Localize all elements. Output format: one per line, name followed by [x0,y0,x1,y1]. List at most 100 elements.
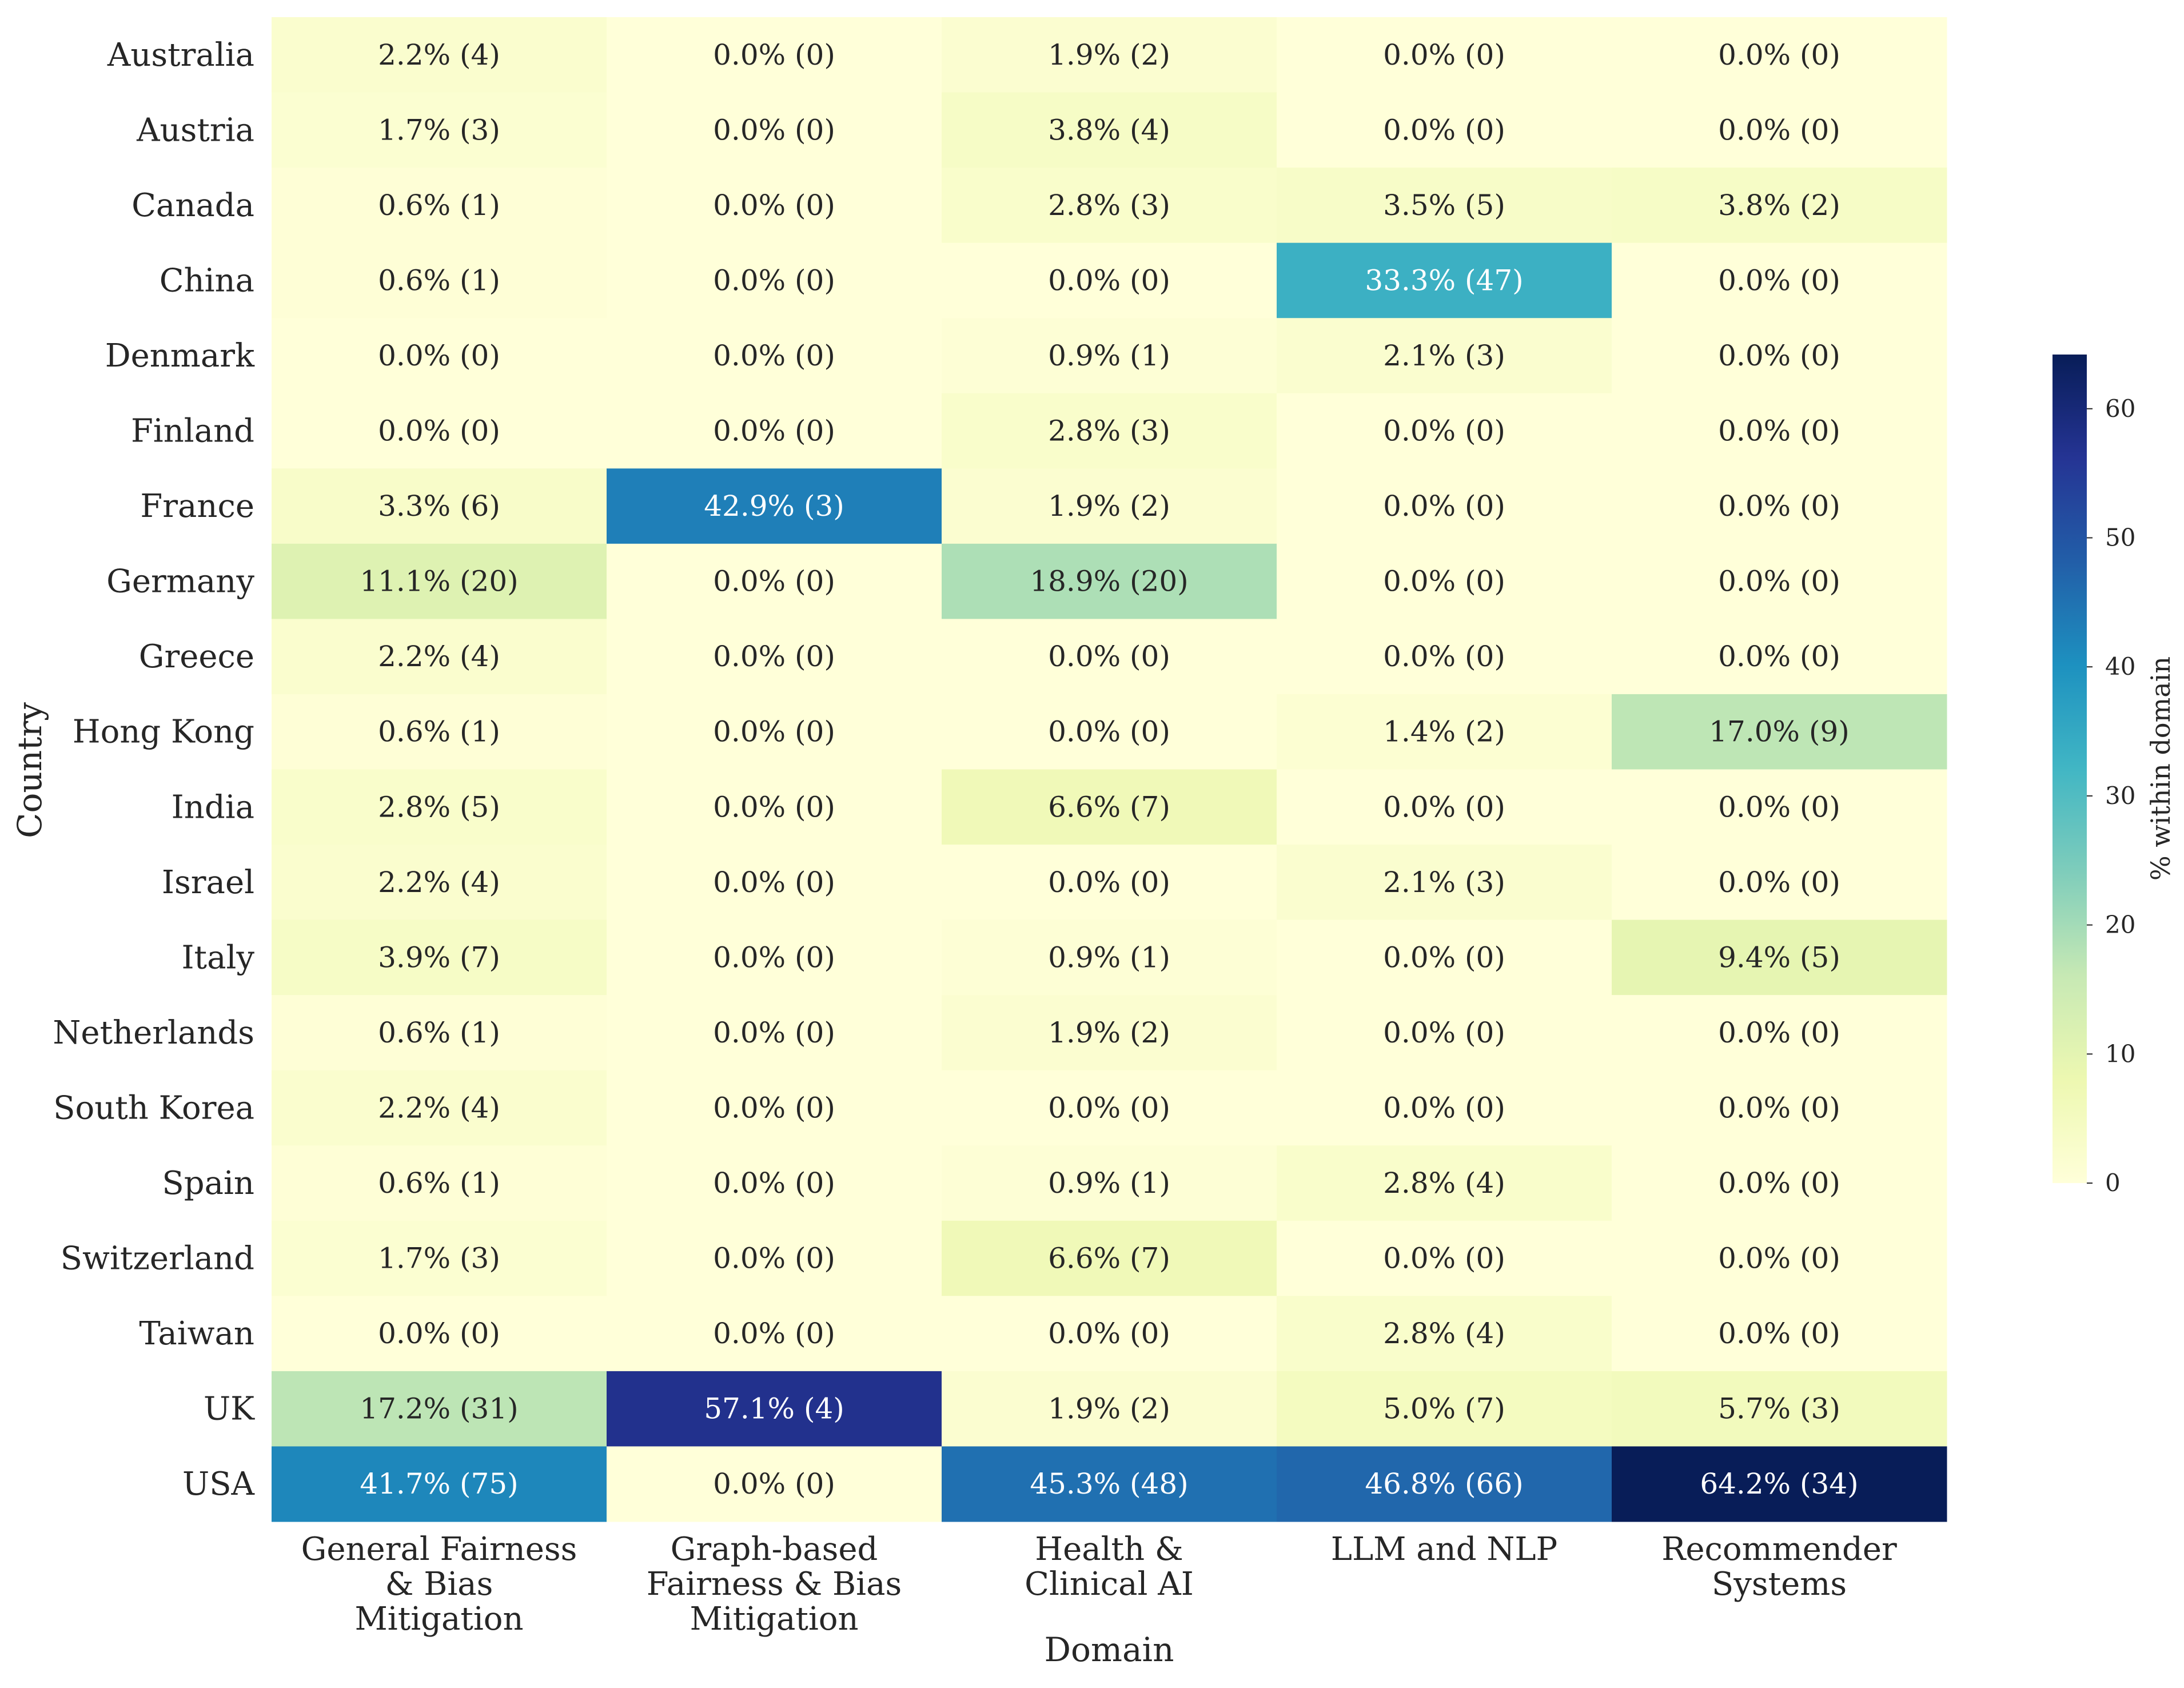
row-label: India [172,789,254,826]
heatmap-cell [942,543,1277,619]
cell-value-label: 2.1% (3) [1383,866,1505,899]
cell-value-label: 0.9% (1) [1048,941,1170,974]
cell-value-label: 0.0% (0) [713,1016,835,1049]
heatmap-cell [1612,845,1947,921]
cell-value-label: 0.0% (0) [1718,1242,1840,1275]
cell-value-label: 3.8% (4) [1048,113,1170,146]
heatmap-cell [272,1145,607,1221]
cell-value-label: 1.4% (2) [1383,715,1505,749]
heatmap-cell [942,393,1277,469]
heatmap-cell [942,17,1277,93]
heatmap-cell [942,1070,1277,1146]
cell-value-label: 57.1% (4) [704,1392,844,1426]
heatmap-cell [942,619,1277,695]
cell-value-label: 17.0% (9) [1709,715,1850,749]
heatmap-cell [1277,769,1612,845]
cell-value-label: 0.6% (1) [378,1016,500,1049]
heatmap-cell [1612,92,1947,168]
heatmap-cell [272,619,607,695]
heatmap-cell [272,543,607,619]
column-label: Health & Clinical AI [1025,1531,1194,1603]
cell-value-label: 0.0% (0) [1718,38,1840,71]
row-label: Austria [136,112,254,149]
cell-value-label: 0.0% (0) [713,866,835,899]
row-label: USA [182,1466,255,1503]
cell-value-label: 0.0% (0) [1383,1091,1505,1124]
heatmap-cell [272,1371,607,1447]
heatmap-cell [942,919,1277,996]
heatmap-cell [607,1070,942,1146]
heatmap-cell [1277,318,1612,394]
heatmap-cell [942,1220,1277,1296]
heatmap-cell [1277,1446,1612,1522]
heatmap-cell [607,1371,942,1447]
heatmap-cell [607,242,942,319]
heatmap-cell [272,92,607,168]
cell-value-label: 46.8% (66) [1365,1467,1523,1500]
heatmap-cell [607,919,942,996]
heatmap-cell [1612,318,1947,394]
heatmap-cell [1612,769,1947,845]
colorbar-gradient [2053,355,2087,1183]
heatmap-cell [1612,619,1947,695]
heatmap-cell [1612,995,1947,1071]
cell-value-label: 0.0% (0) [1048,264,1170,297]
heatmap-cell [272,393,607,469]
cell-value-label: 0.0% (0) [713,113,835,146]
heatmap-cell [272,168,607,244]
cell-value-label: 0.0% (0) [1718,640,1840,673]
cell-value-label: 0.6% (1) [378,189,500,222]
cell-value-label: 3.3% (6) [378,489,500,523]
cell-value-label: 0.0% (0) [1383,415,1505,448]
x-tick-labels: General Fairness & Bias Mitigation Graph-ba… [301,1531,1897,1638]
colorbar-tick-label: 60 [2105,395,2135,423]
heatmap-cell [272,1446,607,1522]
cell-value-label: 64.2% (34) [1700,1467,1858,1500]
cell-value-label: 3.5% (5) [1383,189,1505,222]
row-label: Taiwan [139,1315,254,1352]
cell-value-label: 42.9% (3) [704,489,844,523]
cell-value-label: 1.9% (2) [1048,1392,1170,1426]
cell-value-label: 2.2% (4) [378,38,500,71]
colorbar-ticks: 0 10 20 30 40 50 60 [2087,395,2135,1197]
heatmap-cell [942,1296,1277,1372]
cell-value-label: 0.0% (0) [1383,489,1505,523]
cell-value-label: 0.0% (0) [1048,715,1170,749]
y-tick-labels: Australia Austria Canada China Denmark Finlan… [53,37,255,1503]
cell-value-label: 0.0% (0) [378,339,500,372]
heatmap-cell [607,318,942,394]
row-label: Germany [106,563,254,600]
cell-value-label: 0.0% (0) [1718,866,1840,899]
cell-value-label: 2.2% (4) [378,1091,500,1124]
row-label: Switzerland [61,1240,254,1277]
cell-value-label: 2.8% (3) [1048,415,1170,448]
cell-value-label: 0.6% (1) [378,715,500,749]
row-label: Israel [162,864,254,901]
cell-value-label: 5.0% (7) [1383,1392,1505,1426]
cell-value-label: 0.0% (0) [1718,1091,1840,1124]
heatmap-cell [607,1220,942,1296]
column-label: Graph-based Fairness & Bias Mitigation [647,1531,902,1638]
heatmap-cell [1612,1371,1947,1447]
heatmap-cell [272,1220,607,1296]
cell-value-label: 0.0% (0) [1383,38,1505,71]
heatmap-cell [607,393,942,469]
heatmap-cell [1612,393,1947,469]
heatmap-cell [942,845,1277,921]
cell-value-label: 2.8% (4) [1383,1317,1505,1350]
cell-value-label: 9.4% (5) [1718,941,1840,974]
cell-value-label: 0.0% (0) [713,264,835,297]
cell-value-label: 0.6% (1) [378,264,500,297]
cell-value-label: 1.7% (3) [378,113,500,146]
heatmap-cell [942,694,1277,770]
heatmap-cell [1612,168,1947,244]
heatmap-cell [272,995,607,1071]
cell-value-label: 3.8% (2) [1718,189,1840,222]
heatmap-cell [1277,1220,1612,1296]
cell-value-label: 0.0% (0) [713,1091,835,1124]
cell-value-label: 2.2% (4) [378,640,500,673]
heatmap-cell-labels: 2.2% (4) 0.0% (0) 1.9% (2) 0.0% (0) 0.0% (0)… [360,38,1858,1500]
row-label: Canada [131,187,254,224]
heatmap-cell [1277,168,1612,244]
cell-value-label: 0.0% (0) [713,715,835,749]
